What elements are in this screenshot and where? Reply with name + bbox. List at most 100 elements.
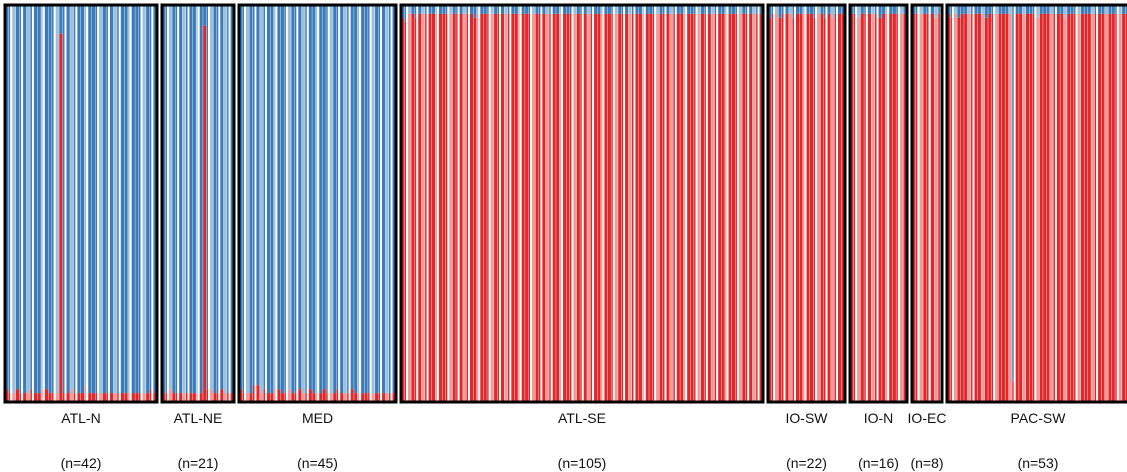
bar-io-sw-10-cluster-2: [799, 13, 803, 402]
population-label: MED: [302, 410, 333, 426]
bar-atl-ne-2-cluster-1: [165, 6, 167, 394]
bar-gap: [726, 6, 729, 401]
bar-io-sw-16-cluster-2: [820, 13, 824, 402]
bar-atl-n-2-cluster-2: [8, 393, 11, 401]
bar-gap: [488, 6, 491, 401]
bar-gap: [348, 6, 351, 401]
bar-gap: [643, 6, 646, 401]
bar-atl-se-25-cluster-1: [483, 6, 487, 14]
bar-io-n-11-cluster-1: [885, 6, 888, 14]
bar-med-31-cluster-2: [343, 393, 347, 401]
bar-atl-se-27-cluster-1: [490, 6, 494, 14]
bar-med-32-cluster-1: [347, 6, 349, 394]
bar-gap: [140, 6, 143, 401]
bar-atl-n-40-cluster-1: [146, 6, 150, 394]
bar-med-9-cluster-2: [266, 393, 270, 401]
bar-io-sw-9-cluster-2: [796, 13, 800, 402]
bar-gap: [187, 6, 190, 401]
bar-gap: [254, 6, 257, 401]
bar-pac-sw-1-cluster-1: [947, 6, 951, 14]
bar-atl-se-86-cluster-2: [694, 13, 696, 402]
bar-gap: [478, 6, 481, 401]
bar-atl-n-36-cluster-2: [131, 393, 135, 401]
bar-io-n-2-cluster-2: [853, 13, 856, 402]
bar-pac-sw-42-cluster-1: [1087, 6, 1091, 14]
bar-gap: [773, 6, 776, 401]
bar-atl-se-47-cluster-1: [559, 6, 562, 14]
bar-atl-n-30-cluster-1: [109, 6, 114, 394]
bar-med-15-cluster-1: [287, 6, 291, 390]
bar-atl-n-42-cluster-1: [153, 6, 157, 394]
bar-gap: [31, 6, 34, 401]
bar-med-2-cluster-2: [242, 393, 245, 401]
bar-gap: [612, 6, 615, 401]
bar-gap: [107, 6, 110, 401]
bar-atl-se-65-cluster-2: [621, 13, 624, 402]
bar-atl-se-22-cluster-1: [473, 6, 477, 18]
population-sample-size: (n=22): [786, 455, 827, 471]
bar-med-1-cluster-1: [239, 6, 243, 390]
bar-atl-se-50-cluster-2: [569, 13, 572, 402]
bar-atl-se-96-cluster-1: [728, 6, 732, 14]
bar-atl-se-52-cluster-2: [576, 13, 580, 402]
bar-pac-sw-38-cluster-2: [1074, 13, 1076, 402]
bar-gap: [166, 6, 169, 401]
population-group-pac-sw: [945, 3, 1127, 404]
bar-gap: [519, 6, 522, 401]
bar-gap: [581, 6, 584, 401]
bar-atl-n-13-cluster-2: [48, 393, 52, 401]
bar-med-14-cluster-1: [284, 6, 286, 394]
bar-atl-se-88-cluster-1: [700, 6, 704, 14]
bar-pac-sw-19-cluster-2: [1008, 13, 1012, 402]
bar-atl-n-5-cluster-1: [19, 6, 22, 394]
bar-atl-se-67-cluster-2: [628, 13, 632, 402]
bar-med-21-cluster-1: [308, 6, 312, 390]
bar-atl-se-31-cluster-1: [504, 6, 508, 14]
bar-io-n-10-cluster-1: [882, 6, 886, 14]
bar-atl-ne-13-cluster-1: [203, 6, 207, 26]
bar-atl-n-23-cluster-1: [84, 6, 87, 386]
bar-atl-se-103-cluster-2: [752, 13, 756, 402]
bar-atl-se-3-cluster-2: [407, 13, 411, 402]
bar-pac-sw-41-cluster-2: [1084, 13, 1088, 402]
bar-atl-se-17-cluster-2: [456, 13, 458, 402]
bar-atl-se-61-cluster-1: [607, 6, 611, 14]
bar-med-4-cluster-2: [249, 393, 253, 401]
bar-atl-n-32-cluster-2: [117, 393, 119, 401]
bar-atl-n-25-cluster-2: [91, 393, 96, 401]
bar-atl-se-104-cluster-1: [756, 6, 758, 14]
bar-gap: [1116, 6, 1119, 401]
bar-io-ec-8-cluster-1: [938, 6, 940, 14]
bar-io-sw-22-cluster-1: [841, 6, 845, 14]
bar-atl-se-52-cluster-1: [576, 6, 580, 14]
bar-pac-sw-17-cluster-2: [1001, 13, 1005, 402]
bar-atl-se-1-cluster-1: [401, 6, 405, 18]
bar-io-sw-4-cluster-2: [778, 17, 782, 401]
bar-atl-se-38-cluster-1: [528, 6, 531, 14]
bar-pac-sw-5-cluster-1: [960, 6, 964, 14]
bar-pac-sw-20-cluster-2: [1012, 381, 1014, 401]
bar-atl-ne-11-cluster-1: [196, 6, 198, 394]
bar-atl-n-31-cluster-2: [113, 393, 117, 401]
bar-atl-n-14-cluster-1: [52, 6, 54, 394]
bar-io-ec-5-cluster-1: [927, 6, 929, 14]
bar-med-13-cluster-2: [280, 393, 284, 401]
bar-atl-ne-2-cluster-2: [165, 393, 167, 401]
bar-atl-ne-19-cluster-1: [223, 6, 227, 394]
bar-pac-sw-52-cluster-1: [1122, 6, 1126, 14]
bar-atl-se-56-cluster-2: [590, 13, 593, 402]
bar-med-37-cluster-2: [364, 393, 368, 401]
bar-atl-se-87-cluster-2: [697, 13, 701, 402]
bar-io-n-10-cluster-2: [882, 13, 886, 402]
bar-pac-sw-30-cluster-1: [1046, 6, 1050, 14]
bar-atl-se-2-cluster-1: [404, 6, 406, 22]
bar-atl-se-82-cluster-1: [680, 6, 684, 14]
bar-atl-se-75-cluster-2: [656, 13, 660, 402]
bar-atl-se-32-cluster-2: [507, 13, 510, 402]
bar-atl-se-40-cluster-2: [535, 13, 539, 402]
bar-pac-sw-28-cluster-2: [1039, 13, 1043, 402]
bar-pac-sw-35-cluster-2: [1063, 17, 1067, 401]
bar-pac-sw-14-cluster-2: [991, 13, 994, 402]
bar-atl-ne-21-cluster-1: [230, 6, 234, 394]
bar-med-16-cluster-2: [291, 393, 295, 401]
